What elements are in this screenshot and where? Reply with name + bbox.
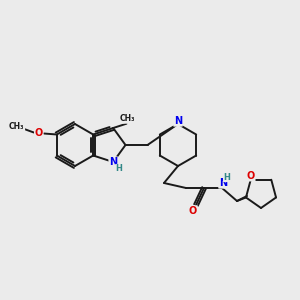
Text: O: O	[247, 171, 255, 181]
Text: CH₃: CH₃	[9, 122, 25, 131]
Text: N: N	[174, 116, 182, 126]
Text: N: N	[219, 178, 227, 188]
Text: CH₃: CH₃	[120, 114, 135, 123]
Text: N: N	[109, 157, 117, 167]
Text: H: H	[116, 164, 123, 173]
Text: O: O	[35, 128, 43, 137]
Text: O: O	[189, 206, 197, 216]
Text: H: H	[224, 172, 230, 182]
